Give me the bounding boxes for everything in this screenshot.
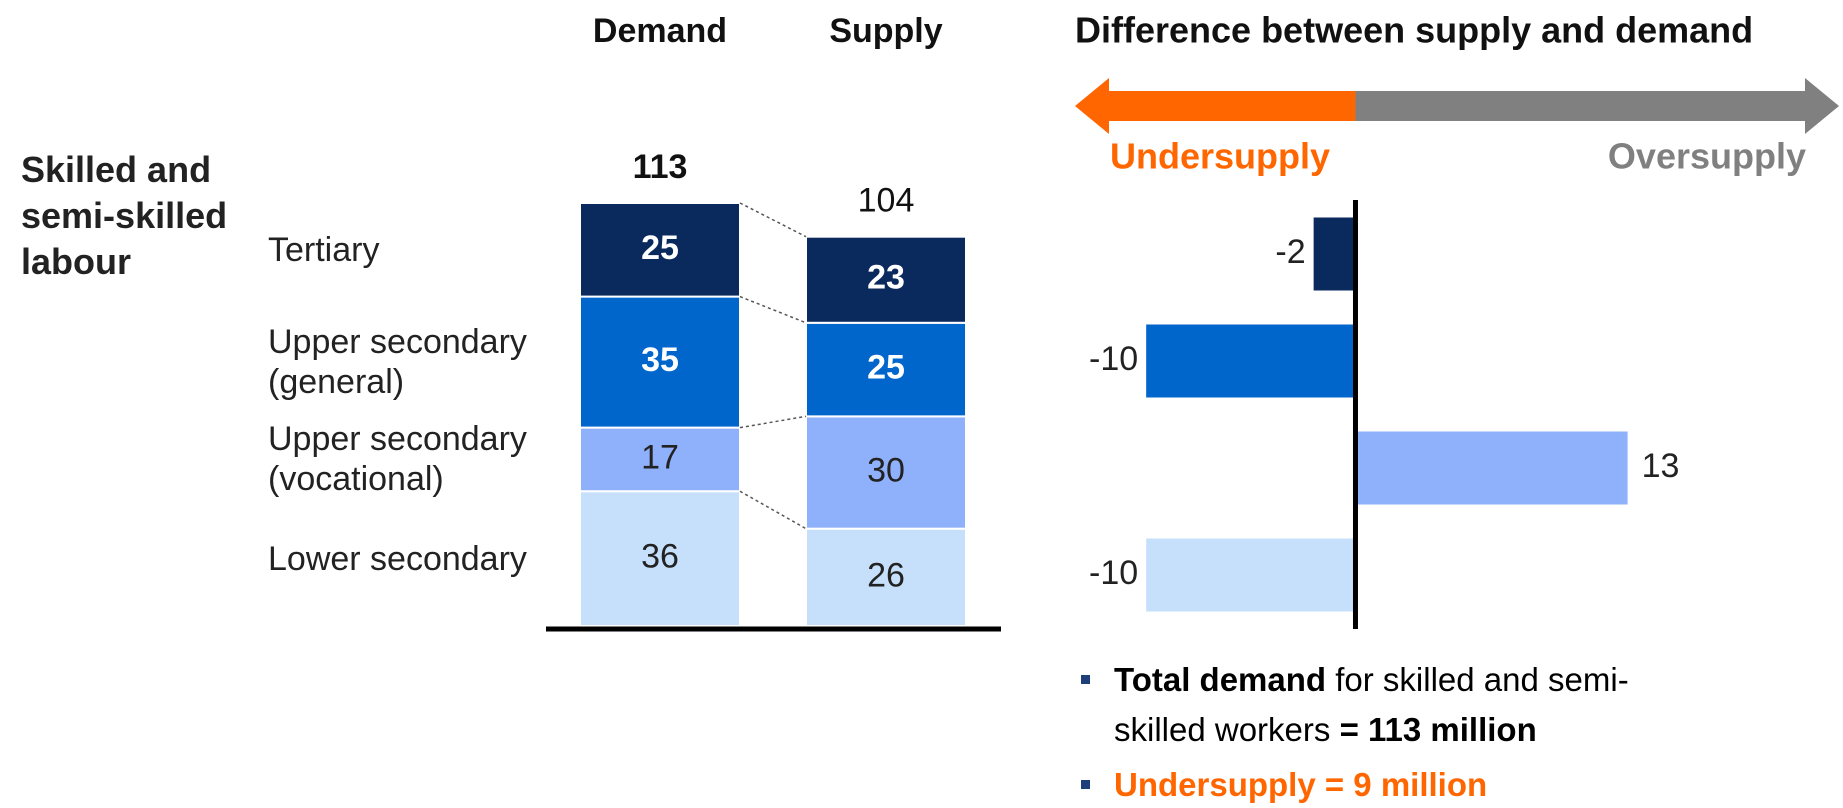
- value-label: -10: [1089, 554, 1138, 592]
- bar: [1313, 217, 1356, 291]
- bar-segment: [805, 527, 967, 627]
- segment-label: 26: [867, 556, 905, 594]
- total-label: 113: [633, 148, 688, 186]
- oversupply-label: Oversupply: [1608, 136, 1806, 177]
- total-label: 104: [858, 182, 915, 220]
- undersupply-label: Undersupply: [1110, 136, 1330, 177]
- bar: [1146, 324, 1356, 398]
- column-header: Demand: [593, 12, 727, 50]
- row-label: Skilled and semi-skilled labour: [21, 149, 228, 282]
- bullet: [1081, 780, 1090, 789]
- column-header: Supply: [829, 12, 942, 50]
- series-label: Upper secondary (general): [268, 323, 527, 402]
- note: Undersupply = 9 million: [1081, 760, 1714, 808]
- bar-segment: [579, 202, 741, 298]
- bar-segment: [805, 321, 967, 418]
- note-part: Total demand: [1114, 661, 1327, 698]
- connector: [739, 490, 807, 530]
- value-label: -2: [1275, 233, 1305, 271]
- bar-segment: [805, 235, 967, 324]
- note: Total demand for skilled and semi-skille…: [1081, 655, 1714, 755]
- note-part: = 113 million: [1339, 711, 1537, 748]
- note-part: for skilled and semi-skilled workers: [1114, 661, 1629, 748]
- segment-label: 17: [641, 438, 679, 476]
- segment-label: 25: [867, 349, 905, 387]
- bar-segment: [579, 490, 741, 628]
- note-part: Undersupply = 9 million: [1114, 766, 1488, 803]
- segment-label: 35: [641, 341, 679, 379]
- chart-title: Difference between supply and demand: [1075, 10, 1753, 51]
- connector: [739, 295, 807, 324]
- arrow-positive: [1355, 78, 1839, 134]
- bar: [1355, 431, 1628, 505]
- connector: [739, 415, 807, 429]
- value-label: 13: [1642, 447, 1680, 485]
- segment-label: 25: [641, 229, 679, 267]
- bar-segment: [579, 426, 741, 493]
- series-label: Tertiary: [268, 230, 380, 269]
- value-label: -10: [1089, 340, 1138, 378]
- bar-segment: [805, 415, 967, 530]
- segment-label: 30: [867, 452, 905, 490]
- series-label: Upper secondary (vocational): [268, 420, 527, 499]
- bar: [1146, 538, 1356, 612]
- bar-segment: [579, 295, 741, 429]
- segment-label: 36: [641, 538, 679, 576]
- arrow-negative: [1075, 78, 1356, 134]
- connector: [739, 202, 807, 238]
- bullet: [1081, 675, 1090, 684]
- series-label: Lower secondary: [268, 539, 527, 578]
- segment-label: 23: [867, 259, 905, 297]
